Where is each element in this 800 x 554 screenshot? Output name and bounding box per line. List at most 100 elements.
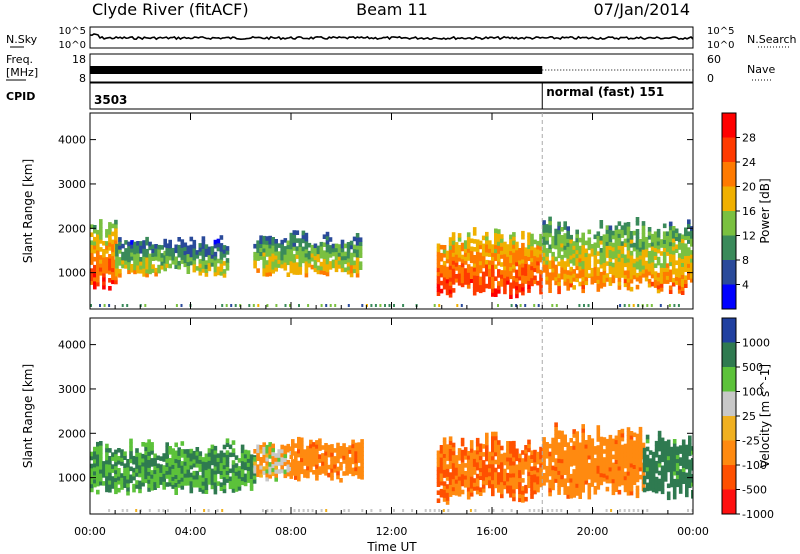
- echo-cell: [572, 285, 576, 290]
- echo-cell: [148, 269, 152, 275]
- echo-cell: [554, 236, 558, 242]
- echo-cell: [469, 254, 474, 260]
- echo-cell: [135, 448, 139, 453]
- echo-cell: [638, 430, 643, 436]
- echo-cell: [491, 244, 495, 249]
- echo-cell: [509, 290, 513, 295]
- echo-cell: [572, 449, 576, 454]
- echo-cell: [300, 445, 304, 451]
- echo-cell: [653, 231, 658, 236]
- echo-cell: [90, 483, 94, 489]
- echo-cell: [256, 448, 260, 454]
- echo-cell: [298, 246, 303, 251]
- echo-cell: [623, 455, 628, 461]
- echo-cell: [351, 471, 355, 477]
- echo-cell: [234, 471, 239, 476]
- echo-cell: [548, 260, 552, 266]
- echo-cell: [668, 273, 673, 279]
- echo-cell: [132, 459, 136, 465]
- echo-cell: [135, 464, 139, 469]
- echo-cell: [638, 251, 643, 256]
- echo-cell: [617, 461, 622, 467]
- echo-cell: [144, 474, 148, 480]
- echo-cell: [472, 486, 477, 491]
- echo-cell: [548, 264, 552, 270]
- echo-cell: [690, 266, 693, 271]
- ground-scatter-cell: [587, 304, 590, 307]
- echo-cell: [521, 258, 525, 264]
- echo-cell: [596, 425, 601, 430]
- echo-cell: [448, 273, 453, 278]
- echo-cell: [286, 240, 291, 246]
- echo-cell: [274, 453, 278, 458]
- echo-cell: [560, 270, 564, 276]
- echo-cell: [90, 451, 94, 457]
- echo-cell: [641, 225, 646, 230]
- echo-cell: [469, 440, 474, 445]
- echo-cell: [150, 442, 154, 447]
- echo-cell: [105, 459, 109, 465]
- echo-cell: [454, 246, 459, 251]
- echo-cell: [466, 232, 471, 237]
- echo-cell: [210, 452, 215, 458]
- echo-cell: [575, 273, 579, 279]
- echo-cell: [93, 228, 97, 234]
- echo-cell: [663, 465, 668, 470]
- echo-cell: [99, 461, 103, 466]
- echo-cell: [491, 260, 495, 265]
- echo-cell: [475, 485, 480, 491]
- echo-cell: [515, 472, 519, 478]
- echo-cell: [466, 272, 471, 277]
- echo-cell: [355, 264, 360, 270]
- echo-cell: [617, 261, 622, 266]
- colorbar-segment: [722, 318, 736, 343]
- echo-cell: [503, 456, 507, 462]
- echo-cell: [494, 451, 498, 457]
- echo-cell: [581, 288, 585, 294]
- echo-cell: [198, 479, 203, 484]
- echo-cell: [566, 278, 570, 283]
- echo-cell: [635, 256, 640, 262]
- echo-cell: [539, 249, 543, 255]
- echo-cell: [342, 455, 346, 460]
- echo-cell: [688, 439, 692, 445]
- ground-scatter-cell: [474, 509, 477, 512]
- echo-cell: [225, 450, 230, 455]
- ground-scatter-cell: [252, 304, 255, 307]
- echo-cell: [337, 244, 342, 249]
- echo-cell: [118, 245, 122, 250]
- echo-cell: [174, 260, 178, 266]
- echo-cell: [256, 252, 260, 257]
- echo-cell: [584, 452, 589, 457]
- echo-cell: [448, 484, 453, 489]
- echo-cell: [114, 235, 118, 241]
- echo-cell: [481, 444, 486, 449]
- echo-cell: [629, 239, 634, 244]
- echo-cell: [677, 281, 682, 286]
- echo-cell: [307, 242, 312, 248]
- echo-cell: [605, 478, 610, 484]
- echo-cell: [518, 489, 522, 495]
- echo-cell: [439, 461, 444, 466]
- echo-cell: [645, 446, 650, 452]
- ground-scatter-cell: [194, 509, 196, 512]
- echo-cell: [518, 248, 522, 253]
- ground-scatter-cell: [302, 509, 305, 512]
- echo-cell: [560, 254, 564, 260]
- echo-cell: [454, 487, 459, 492]
- echo-cell: [448, 285, 453, 290]
- echo-cell: [133, 257, 137, 263]
- echo-cell: [349, 244, 354, 250]
- echo-cell: [533, 469, 537, 475]
- echo-cell: [662, 247, 667, 252]
- y-tick-label: 1000: [58, 267, 86, 280]
- echo-cell: [557, 241, 561, 247]
- echo-cell: [454, 278, 459, 283]
- echo-cell: [286, 463, 291, 469]
- echo-cell: [310, 256, 315, 262]
- echo-cell: [512, 248, 516, 253]
- echo-cell: [563, 462, 567, 467]
- echo-cell: [271, 265, 275, 270]
- echo-cell: [518, 263, 522, 269]
- echo-cell: [539, 458, 543, 464]
